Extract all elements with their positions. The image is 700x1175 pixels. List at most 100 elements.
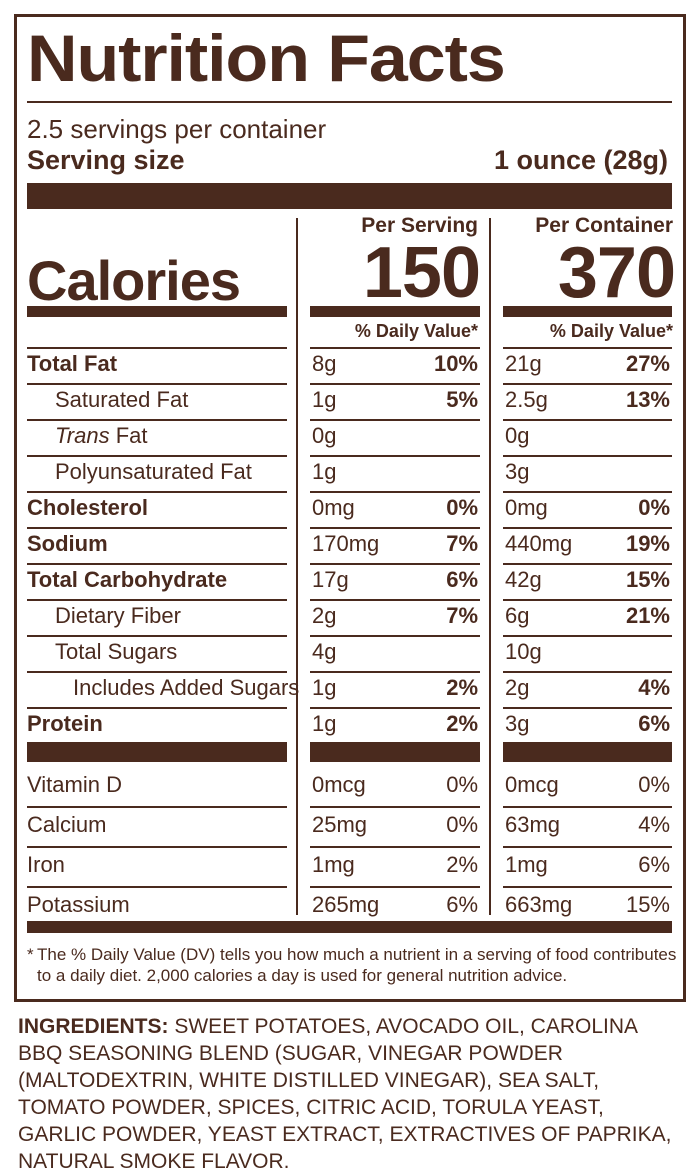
nutrient-4-rule-right	[503, 491, 672, 493]
serving-amount: 1g	[312, 675, 337, 700]
vitamin-2-rule-left	[27, 846, 287, 848]
vitamin-3-rule-right	[503, 886, 672, 888]
nutrient-1-rule-mid	[310, 383, 480, 385]
nutrient-10-rule-mid	[310, 707, 480, 709]
thick-bar-mid-center	[310, 742, 480, 762]
trans-rest: Fat	[109, 423, 148, 448]
nutrient-9-rule-right	[503, 671, 672, 673]
nutrient-row: Total Fat 8g 10% 21g 27%	[0, 347, 700, 383]
serving-amount: 17g	[312, 567, 349, 592]
container-amount: 1mg	[505, 852, 548, 877]
container-dv: 13%	[625, 387, 670, 412]
serving-amount: 265mg	[312, 892, 380, 917]
container-amount: 440mg	[505, 531, 573, 556]
nutrient-9-rule-left	[27, 671, 287, 673]
serving-amount: 0mg	[312, 495, 355, 520]
container-amount: 3g	[505, 459, 530, 484]
nutrient-8-rule-mid	[310, 635, 480, 637]
nutrient-7-rule-right	[503, 599, 672, 601]
calories-label: Calories	[27, 249, 241, 312]
serving-dv: 0%	[446, 812, 478, 837]
nutrient-5-rule-left	[27, 527, 287, 529]
serving-amount: 0mcg	[312, 772, 366, 797]
ingredients: INGREDIENTS: SWEET POTATOES, AVOCADO OIL…	[18, 1013, 686, 1175]
nutrient-8-rule-right	[503, 635, 672, 637]
thick-bar-top	[27, 183, 672, 209]
vitamin-3-rule-mid	[310, 886, 480, 888]
nutrient-7-rule-mid	[310, 599, 480, 601]
serving-amount: 2g	[312, 603, 337, 628]
nutrient-5-rule-right	[503, 527, 672, 529]
serving-dv: 10%	[433, 351, 478, 376]
trans-italic: Trans	[55, 423, 110, 448]
container-amount: 2g	[505, 675, 530, 700]
vitamin-2-rule-right	[503, 846, 672, 848]
nutrition-facts-title: Nutrition Facts	[27, 21, 506, 95]
nutrient-row: Saturated Fat 1g 5% 2.5g 13%	[0, 383, 700, 419]
nutrient-label: Saturated Fat	[55, 387, 189, 412]
vitamin-label: Calcium	[27, 812, 107, 837]
vitamin-1-rule-mid	[310, 806, 480, 808]
nutrient-label: Sodium	[27, 531, 108, 556]
nutrient-0-rule-mid	[310, 347, 480, 349]
nutrient-6-rule-mid	[310, 563, 480, 565]
ingredients-heading: INGREDIENTS:	[18, 1015, 169, 1038]
nutrient-row: Total Carbohydrate 17g 6% 42g 15%	[0, 563, 700, 599]
serving-amount: 25mg	[312, 812, 368, 837]
nutrient-label: Total Carbohydrate	[27, 567, 228, 592]
container-dv: 6%	[638, 711, 670, 736]
per-container-header: Per Container	[535, 214, 673, 237]
dv-header-serving: % Daily Value*	[354, 321, 478, 341]
nutrient-row: Sodium 170mg 7% 440mg 19%	[0, 527, 700, 563]
serving-dv: 0%	[446, 495, 478, 520]
title-rule	[27, 101, 672, 103]
nutrient-label: Total Sugars	[55, 639, 178, 664]
container-amount: 0g	[505, 423, 530, 448]
nutrient-label: Polyunsaturated Fat	[55, 459, 252, 484]
vitamin-2-rule-mid	[310, 846, 480, 848]
footnote: * The % Daily Value (DV) tells you how m…	[27, 944, 677, 986]
nutrient-5-rule-mid	[310, 527, 480, 529]
container-amount: 6g	[505, 603, 530, 628]
nutrient-row: Total Sugars 4g 10g	[0, 635, 700, 671]
nutrient-3-rule-mid	[310, 455, 480, 457]
vitamin-3-rule-left	[27, 886, 287, 888]
nutrient-4-rule-left	[27, 491, 287, 493]
nutrient-row: Includes Added Sugars 1g 2% 2g 4%	[0, 671, 700, 707]
nutrient-label: Protein	[27, 711, 103, 736]
serving-size-value: 1 ounce (28g)	[493, 145, 668, 175]
nutrient-9-rule-mid	[310, 671, 480, 673]
nutrient-row: Cholesterol 0mg 0% 0mg 0%	[0, 491, 700, 527]
serving-amount: 8g	[312, 351, 337, 376]
serving-amount: 0g	[312, 423, 337, 448]
nutrient-label: Cholesterol	[27, 495, 149, 520]
serving-dv: 2%	[446, 675, 478, 700]
calories-per-serving: 150	[362, 233, 481, 313]
container-amount: 0mcg	[505, 772, 559, 797]
serving-dv: 0%	[446, 772, 478, 797]
serving-amount: 4g	[312, 639, 337, 664]
vitamin-label: Vitamin D	[27, 772, 122, 797]
serving-size-label: Serving size	[27, 145, 185, 175]
nutrient-row: Trans Fat 0g 0g	[0, 419, 700, 455]
nutrient-row: Polyunsaturated Fat 1g 3g	[0, 455, 700, 491]
serving-amount: 1g	[312, 459, 337, 484]
container-amount: 2.5g	[505, 387, 548, 412]
nutrient-2-rule-left	[27, 419, 287, 421]
column-divider-left	[296, 218, 298, 915]
container-dv: 15%	[625, 892, 670, 917]
vitamin-row: Calcium 25mg 0% 63mg 4%	[0, 808, 700, 844]
vitamin-1-rule-left	[27, 806, 287, 808]
calories-bar-mid	[310, 306, 480, 317]
container-dv: 15%	[625, 567, 670, 592]
ingredients-text: SWEET POTATOES, AVOCADO OIL, CAROLINA BB…	[18, 1015, 672, 1173]
nutrient-0-rule-right	[503, 347, 672, 349]
container-dv: 4%	[638, 812, 670, 837]
thick-bar-mid-right	[503, 742, 672, 762]
container-dv: 4%	[638, 675, 670, 700]
per-serving-header: Per Serving	[361, 214, 478, 237]
serving-dv: 6%	[446, 892, 478, 917]
nutrient-row: Protein 1g 2% 3g 6%	[0, 707, 700, 743]
nutrient-10-rule-left	[27, 707, 287, 709]
vitamin-row: Iron 1mg 2% 1mg 6%	[0, 848, 700, 884]
